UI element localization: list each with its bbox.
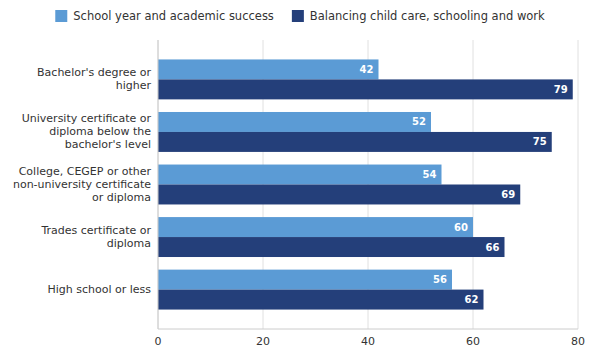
data-label: 52 xyxy=(412,116,426,127)
y-tick-label: High school or less xyxy=(47,283,151,296)
data-label: 54 xyxy=(423,169,437,180)
legend: School year and academic success Balancin… xyxy=(55,9,545,23)
y-tick-label-line: Bachelor's degree or xyxy=(37,66,151,79)
bars xyxy=(158,59,573,309)
data-label: 79 xyxy=(554,84,568,95)
data-label: 60 xyxy=(454,222,468,233)
y-tick-label-line: College, CEGEP or other xyxy=(19,165,152,178)
y-tick-label: Bachelor's degree orhigher xyxy=(37,66,151,92)
legend-item: School year and academic success xyxy=(55,9,274,23)
bar xyxy=(158,217,473,237)
bar xyxy=(158,270,452,290)
data-label: 56 xyxy=(433,274,447,285)
data-label: 66 xyxy=(486,242,500,253)
bar xyxy=(158,165,442,185)
bar xyxy=(158,290,484,310)
grid-line xyxy=(578,40,579,329)
y-tick-label: University certificate ordiploma below t… xyxy=(22,112,152,151)
data-label: 42 xyxy=(360,64,374,75)
grid-line xyxy=(158,40,159,329)
legend-swatch xyxy=(55,10,67,22)
legend-item: Balancing child care, schooling and work xyxy=(292,9,545,23)
y-tick-label-line: non-university certificate xyxy=(13,178,151,191)
data-label: 75 xyxy=(533,136,547,147)
y-axis-line xyxy=(158,40,159,329)
x-tick-label: 60 xyxy=(466,335,480,348)
chart: 0 20 40 60 80 56 60 54 52 42 62 66 69 75 79 High school… xyxy=(0,0,600,355)
bar xyxy=(158,59,379,79)
legend-swatch xyxy=(292,10,304,22)
bar xyxy=(158,79,573,99)
grid xyxy=(158,40,578,329)
x-tick-label: 80 xyxy=(571,335,585,348)
data-labels: 56 60 54 52 42 62 66 69 75 79 xyxy=(360,64,568,305)
data-label: 62 xyxy=(465,294,479,305)
bar xyxy=(158,112,431,132)
x-tick-label: 20 xyxy=(256,335,270,348)
legend-label: Balancing child care, schooling and work xyxy=(310,9,545,23)
y-tick-label-line: or diploma xyxy=(92,191,151,204)
y-tick-label-line: higher xyxy=(116,79,152,92)
y-tick-label: College, CEGEP or othernon-university ce… xyxy=(13,165,152,204)
y-tick-label: Trades certificate ordiploma xyxy=(40,224,151,250)
y-tick-label-line: Trades certificate or xyxy=(40,224,151,237)
y-tick-label-line: High school or less xyxy=(47,283,151,296)
y-tick-label-line: diploma xyxy=(107,237,151,250)
y-tick-label-line: bachelor's level xyxy=(65,138,151,151)
legend-label: School year and academic success xyxy=(73,9,274,23)
bar xyxy=(158,237,505,257)
y-tick-label-line: diploma below the xyxy=(49,125,151,138)
y-tick-label-line: University certificate or xyxy=(22,112,152,125)
bar xyxy=(158,132,552,152)
data-label: 69 xyxy=(501,189,515,200)
x-tick-label: 40 xyxy=(361,335,375,348)
x-axis-line xyxy=(158,329,578,330)
bar xyxy=(158,185,520,205)
x-tick-label: 0 xyxy=(155,335,162,348)
